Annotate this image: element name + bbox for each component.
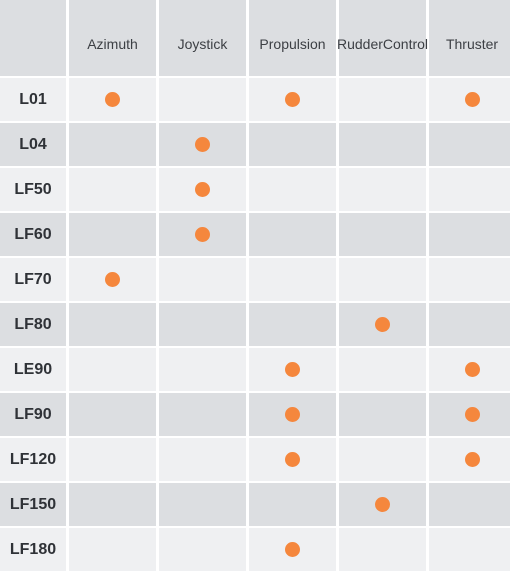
feature-cell — [249, 348, 336, 391]
filled-circle-icon — [464, 362, 480, 377]
column-header-label: Rudder — [336, 36, 383, 52]
feature-cell — [249, 438, 336, 481]
feature-cell — [159, 168, 246, 211]
filled-circle-icon — [105, 92, 120, 107]
feature-cell — [429, 258, 510, 301]
feature-cell — [249, 213, 336, 256]
model-name-cell: LF60 — [0, 213, 66, 256]
model-name-cell: LE90 — [0, 348, 66, 391]
model-name-cell: LF50 — [0, 168, 66, 211]
model-name-cell: LF90 — [0, 393, 66, 436]
model-name-cell: LF120 — [0, 438, 66, 481]
filled-circle-icon — [195, 182, 210, 197]
filled-circle-icon — [195, 137, 210, 152]
feature-cell — [69, 213, 156, 256]
feature-cell — [69, 303, 156, 346]
feature-cell — [429, 168, 510, 211]
filled-circle-icon — [375, 317, 390, 332]
feature-cell — [159, 348, 246, 391]
feature-cell — [429, 78, 510, 121]
filled-circle-icon — [285, 452, 300, 467]
column-header: Rudder Control — [336, 0, 429, 76]
feature-cell — [249, 168, 336, 211]
feature-cell — [339, 528, 426, 571]
feature-cell — [69, 168, 156, 211]
feature-cell — [69, 393, 156, 436]
filled-circle-icon — [195, 227, 210, 242]
column-header-label: Azimuth — [87, 36, 138, 52]
column-header: Azimuth — [69, 0, 156, 76]
feature-cell — [69, 123, 156, 166]
filled-circle-icon — [285, 362, 300, 377]
filled-circle-icon — [285, 92, 300, 107]
feature-cell — [339, 348, 426, 391]
filled-circle-icon — [464, 92, 480, 107]
model-name-cell: LF150 — [0, 483, 66, 526]
feature-cell — [429, 123, 510, 166]
filled-circle-icon — [375, 497, 390, 512]
feature-cell — [249, 258, 336, 301]
model-name-cell: LF70 — [0, 258, 66, 301]
feature-cell — [159, 213, 246, 256]
feature-cell — [429, 483, 510, 526]
feature-cell — [339, 258, 426, 301]
feature-cell — [249, 303, 336, 346]
feature-cell — [69, 348, 156, 391]
feature-cell — [339, 123, 426, 166]
feature-cell — [159, 78, 246, 121]
column-header-label: Control — [382, 36, 429, 52]
feature-cell — [339, 168, 426, 211]
model-name-cell: L01 — [0, 78, 66, 121]
filled-circle-icon — [464, 407, 480, 422]
feature-cell — [429, 393, 510, 436]
column-header: Thruster — [429, 0, 510, 76]
feature-cell — [339, 213, 426, 256]
feature-cell — [429, 213, 510, 256]
feature-cell — [159, 258, 246, 301]
feature-cell — [159, 528, 246, 571]
filled-circle-icon — [464, 452, 480, 467]
column-header: Propulsion — [249, 0, 336, 76]
column-header-label: Thruster — [445, 36, 499, 52]
model-name-cell: L04 — [0, 123, 66, 166]
feature-cell — [429, 438, 510, 481]
feature-cell — [159, 303, 246, 346]
column-header: Joystick — [159, 0, 246, 76]
feature-cell — [429, 528, 510, 571]
column-header-label: Propulsion — [259, 36, 326, 52]
feature-cell — [339, 78, 426, 121]
model-name-cell: LF80 — [0, 303, 66, 346]
feature-cell — [69, 78, 156, 121]
feature-cell — [249, 528, 336, 571]
feature-cell — [69, 258, 156, 301]
feature-cell — [159, 123, 246, 166]
feature-cell — [159, 483, 246, 526]
feature-cell — [69, 528, 156, 571]
feature-cell — [159, 438, 246, 481]
column-header-label: Joystick — [177, 36, 228, 52]
feature-cell — [249, 483, 336, 526]
feature-cell — [339, 393, 426, 436]
model-name-cell: LF180 — [0, 528, 66, 571]
header-corner-cell — [0, 0, 66, 76]
feature-cell — [249, 393, 336, 436]
filled-circle-icon — [285, 542, 300, 557]
feature-cell — [429, 348, 510, 391]
feature-cell — [159, 393, 246, 436]
feature-cell — [429, 303, 510, 346]
filled-circle-icon — [105, 272, 120, 287]
feature-cell — [69, 438, 156, 481]
feature-cell — [339, 483, 426, 526]
feature-cell — [339, 438, 426, 481]
feature-cell — [339, 303, 426, 346]
feature-cell — [249, 123, 336, 166]
filled-circle-icon — [285, 407, 300, 422]
feature-cell — [69, 483, 156, 526]
feature-cell — [249, 78, 336, 121]
